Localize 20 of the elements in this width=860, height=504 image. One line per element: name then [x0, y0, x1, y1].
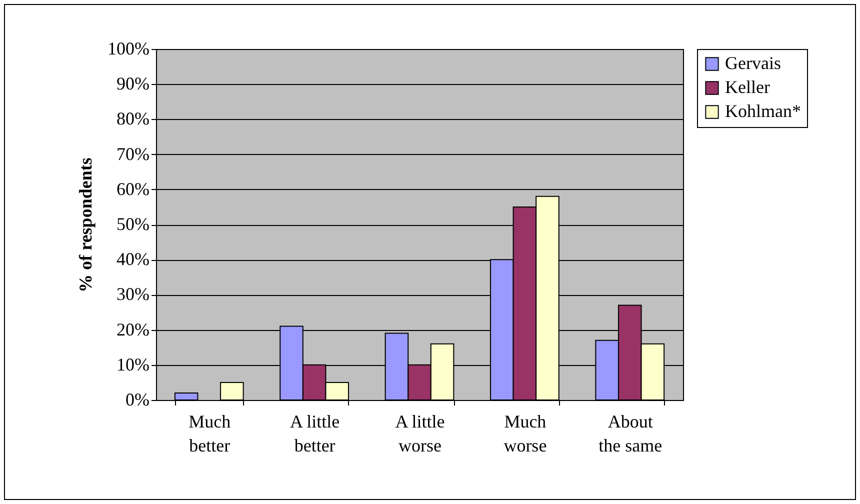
x-tick-label: A little better — [290, 412, 340, 456]
y-tick-label: 10% — [116, 354, 150, 374]
x-tick-label: About the same — [598, 412, 662, 456]
legend-label: Kohlman* — [725, 101, 801, 121]
y-tick-label: 40% — [116, 249, 150, 270]
x-tick-label: Much worse — [504, 412, 547, 456]
y-tick-label: 90% — [116, 74, 150, 94]
y-tick-label: 100% — [108, 38, 150, 58]
x-tick-label: Much better — [188, 412, 231, 456]
y-tick-label: 20% — [116, 319, 150, 340]
y-tick-label: 0% — [126, 390, 150, 410]
y-axis-title: % of respondents — [76, 158, 96, 292]
y-tick-label: 50% — [116, 214, 150, 234]
y-tick-label: 60% — [116, 178, 150, 199]
y-tick-label: 70% — [116, 144, 150, 164]
legend-label: Gervais — [725, 53, 781, 73]
y-tick-label: 30% — [116, 284, 150, 304]
legend-label: Keller — [725, 77, 770, 97]
x-tick-label: A little worse — [395, 412, 445, 456]
y-tick-label: 80% — [116, 108, 150, 129]
